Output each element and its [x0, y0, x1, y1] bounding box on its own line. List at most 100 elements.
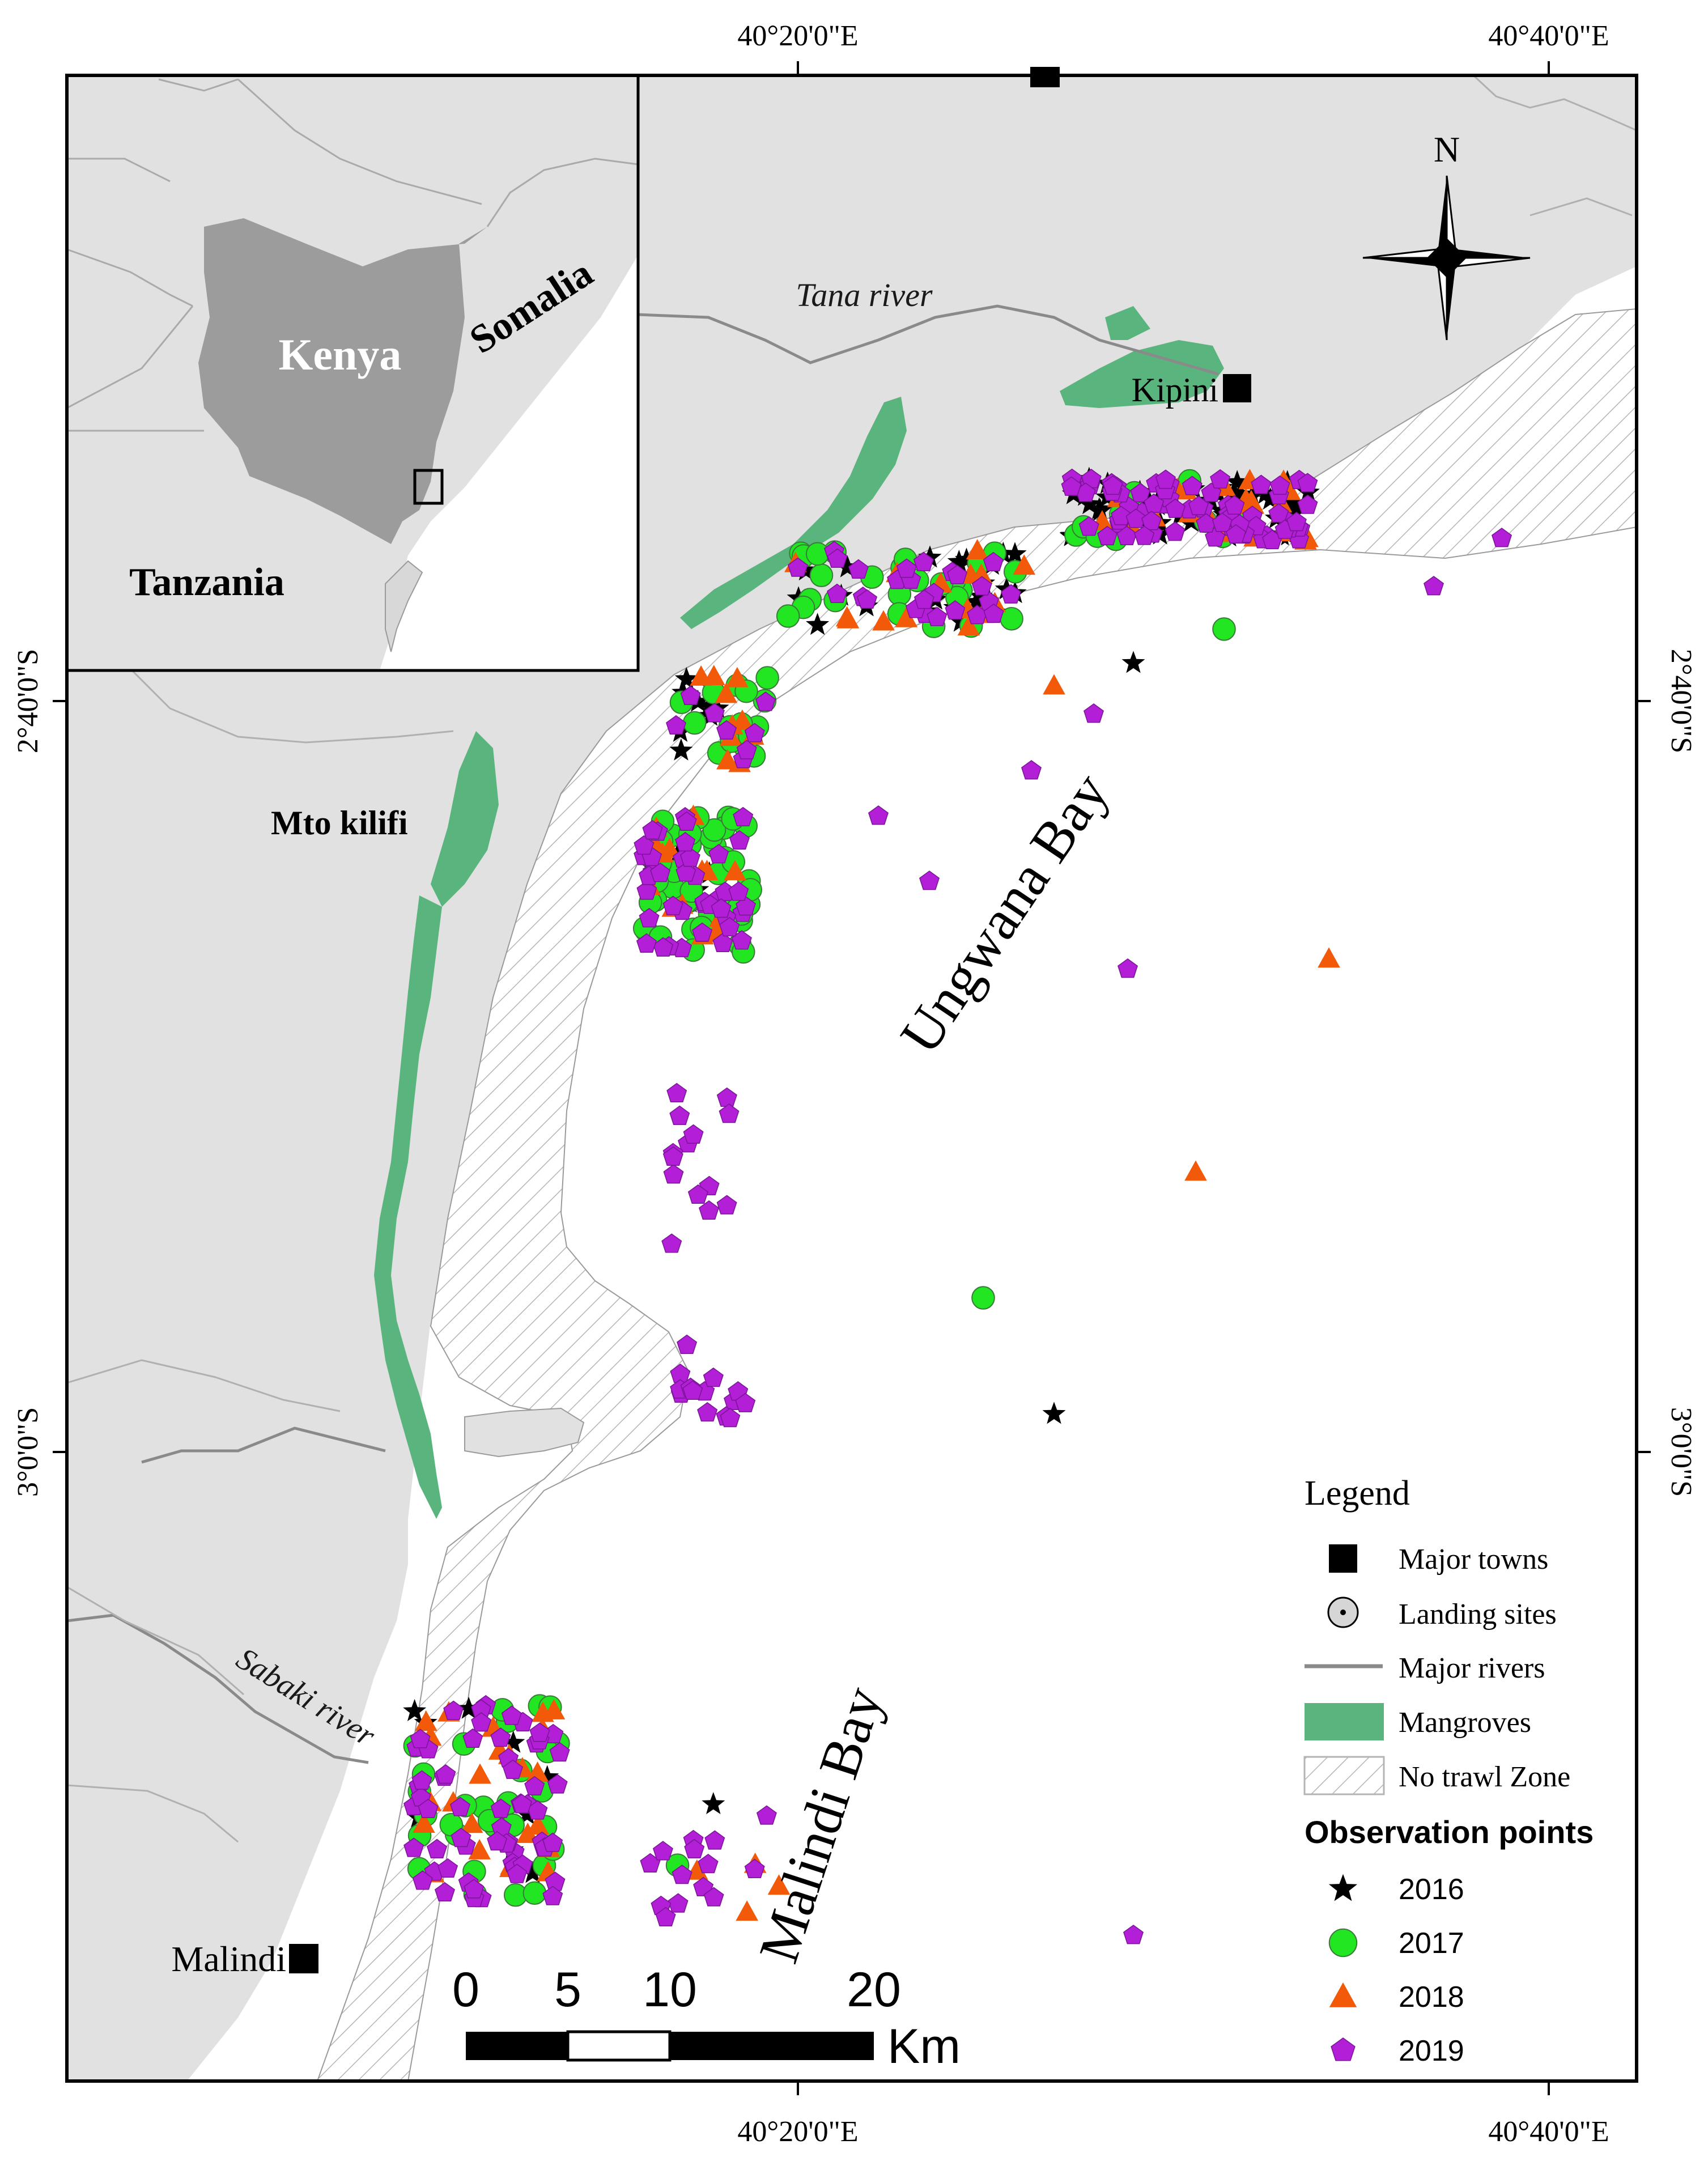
obs-point-2019 [487, 1831, 508, 1851]
obs-point-2019 [1118, 958, 1138, 978]
obs-point-2019 [662, 1146, 683, 1166]
obs-point-2017 [682, 711, 707, 735]
obs-point-2017 [805, 542, 830, 566]
obs-point-2017 [522, 1881, 547, 1905]
legend-symbol-2017 [1328, 1928, 1358, 1958]
town-malindi-marker [289, 1944, 318, 1973]
bottom-lon-label-2: 40°40'0"E [1488, 2116, 1609, 2148]
obs-point-2019 [549, 1742, 570, 1762]
obs-point-2016 [1282, 501, 1306, 524]
legend-label-2016: 2016 [1399, 1873, 1464, 1906]
observation-points [403, 466, 1512, 1944]
obs-point-2019 [403, 1837, 424, 1857]
legend-label-no-trawl: No trawl Zone [1399, 1761, 1570, 1793]
obs-point-2018 [966, 539, 989, 560]
obs-point-2019 [1165, 498, 1186, 518]
inset-kenya [198, 218, 487, 544]
obs-point-2019 [704, 1830, 725, 1850]
obs-point-2019 [443, 1700, 464, 1720]
obs-point-2019 [827, 548, 848, 568]
legend-symbol-2016 [1328, 1874, 1358, 1901]
obs-point-2019 [411, 1770, 432, 1790]
obs-point-2019 [719, 1103, 740, 1123]
obs-point-2018 [468, 1838, 491, 1859]
obs-point-2019 [490, 1727, 511, 1747]
obs-point-2018 [1240, 490, 1263, 511]
obs-point-2019 [744, 1858, 765, 1879]
scale-tick-10: 10 [643, 1963, 697, 2017]
obs-point-2019 [1021, 760, 1042, 780]
obs-point-2018 [715, 682, 738, 703]
obs-point-2019 [728, 881, 749, 901]
mangroves [374, 306, 1224, 1519]
obs-point-2019 [1078, 516, 1099, 536]
obs-point-2019 [529, 1722, 550, 1742]
obs-point-2018 [526, 1814, 549, 1835]
obs-point-2016 [965, 589, 988, 612]
map-frame [65, 74, 1638, 2083]
obs-point-2019 [708, 844, 729, 864]
obs-point-2019 [1102, 475, 1123, 495]
obs-point-2019 [666, 1082, 687, 1103]
obs-point-2019 [733, 806, 754, 827]
top-lon-label-2: 40°40'0"E [1488, 20, 1609, 52]
obs-point-2017 [809, 563, 834, 588]
obs-point-2019 [1061, 476, 1082, 496]
legend-label-mangroves: Mangroves [1399, 1706, 1531, 1739]
legend: Legend Major towns Landing sites Major r… [1303, 1474, 1594, 2067]
scale-bar: 0 5 10 20 Km [452, 1963, 961, 2074]
obs-point-2019 [434, 1882, 455, 1902]
obs-point-2019 [464, 1879, 485, 1899]
obs-point-2019 [663, 1164, 684, 1184]
obs-point-2019 [1123, 1925, 1144, 1944]
obs-point-2019 [1212, 512, 1233, 532]
obs-point-2019 [868, 805, 889, 825]
obs-point-2017 [1212, 617, 1236, 641]
obs-point-2019 [703, 1367, 724, 1387]
obs-point-2016 [1259, 487, 1282, 509]
obs-point-2018 [724, 860, 746, 881]
obs-point-2016 [1003, 542, 1027, 564]
river-spit [464, 1407, 585, 1458]
obs-point-2019 [744, 723, 765, 742]
legend-label-landing-sites: Landing sites [1399, 1598, 1557, 1631]
legend-obs-title: Observation points [1305, 1814, 1594, 1850]
inset-label-tanzania: Tanzania [129, 561, 284, 604]
obs-point-2019 [462, 1728, 483, 1748]
obs-point-2018 [460, 1812, 483, 1833]
obs-point-2019 [787, 557, 808, 577]
obs-point-2019 [471, 1712, 492, 1732]
obs-point-2019 [692, 922, 713, 942]
obs-point-2019 [672, 1865, 692, 1884]
obs-point-2019 [719, 916, 740, 937]
obs-point-2019 [1111, 506, 1132, 525]
obs-point-2019 [914, 589, 934, 609]
obs-point-2016 [1078, 492, 1102, 515]
obs-point-2017 [755, 666, 779, 690]
obs-point-2018 [872, 610, 895, 631]
obs-point-2019 [669, 1105, 690, 1125]
obs-point-2016 [835, 555, 859, 578]
obs-point-2019 [1134, 525, 1155, 545]
obs-point-2016 [536, 1765, 559, 1787]
obs-point-2019 [736, 896, 756, 916]
obs-point-2018 [957, 615, 980, 636]
obs-point-2019 [1165, 521, 1186, 541]
obs-point-2019 [983, 603, 1004, 623]
obs-point-2016 [1283, 491, 1307, 514]
obs-point-2016 [947, 550, 971, 572]
obs-point-2019 [1269, 475, 1290, 495]
obs-point-2019 [919, 871, 940, 890]
edge-town-marker [1030, 67, 1060, 87]
label-kipini: Kipini [1132, 371, 1218, 409]
obs-point-2016 [806, 613, 830, 635]
obs-point-2018 [767, 1874, 791, 1895]
obs-point-2019 [642, 820, 663, 840]
obs-point-2019 [675, 862, 696, 882]
obs-point-2019 [1297, 494, 1318, 514]
obs-point-2019 [1001, 584, 1022, 604]
scale-unit: Km [887, 2019, 961, 2074]
obs-point-2019 [704, 703, 725, 723]
obs-point-2018 [415, 1710, 437, 1731]
obs-point-2017 [702, 818, 726, 842]
